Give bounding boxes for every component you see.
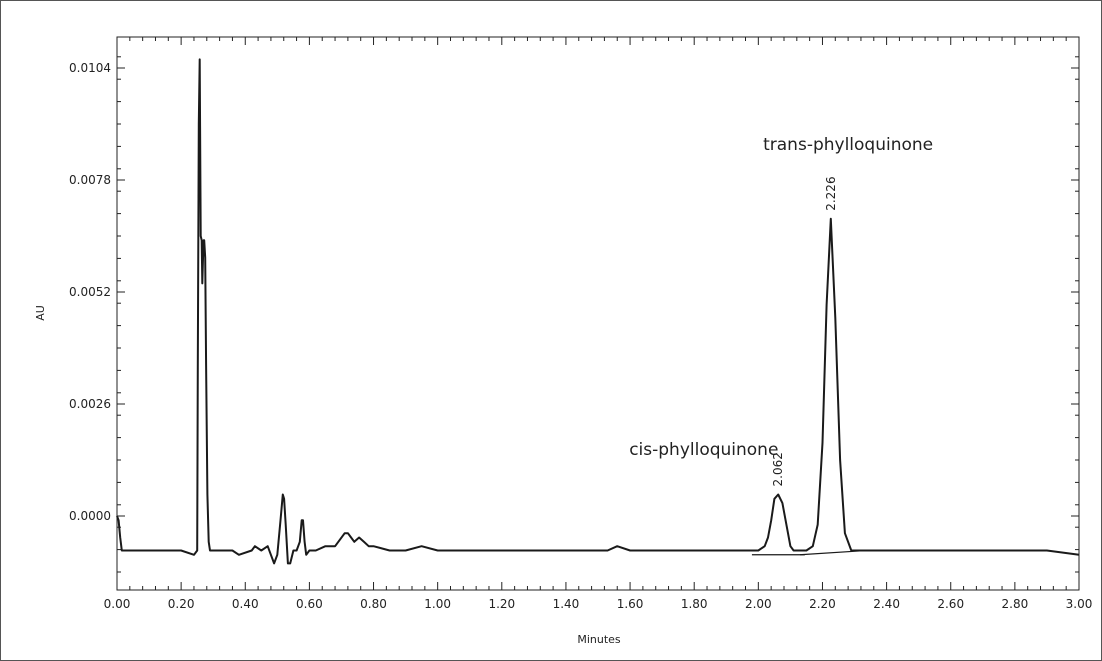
x-tick-label: 2.40	[873, 597, 900, 611]
y-tick-label: 0.0026	[69, 397, 111, 411]
peak-retention-time: 2.062	[771, 452, 785, 486]
x-tick-label: 0.80	[360, 597, 387, 611]
x-tick-label: 0.40	[232, 597, 259, 611]
x-tick-label: 0.00	[104, 597, 131, 611]
y-axis-title: AU	[34, 305, 47, 321]
y-tick-label: 0.0000	[69, 509, 111, 523]
peak-compound-label: trans-phylloquinone	[763, 135, 933, 155]
x-tick-label: 2.60	[937, 597, 964, 611]
x-tick-label: 0.20	[168, 597, 195, 611]
peak-compound-label: cis-phylloquinone	[629, 440, 778, 460]
x-tick-label: 0.60	[296, 597, 323, 611]
y-axis-ticks: 0.0000 0.0026 0.0052 0.0078 0.0104	[69, 56, 1079, 573]
x-axis-ticks: 0.00 0.20 0.40 0.60 0.80 1.00 1.20 1.40 1.60 1.80…	[104, 37, 1093, 611]
x-tick-label: 1.20	[488, 597, 515, 611]
axes	[116, 36, 1080, 591]
y-tick-label: 0.0078	[69, 173, 111, 187]
x-tick-label: 1.00	[424, 597, 451, 611]
chromatogram-trace	[116, 58, 1080, 565]
x-tick-label: 2.00	[745, 597, 772, 611]
integration-baselines	[751, 549, 868, 556]
x-tick-label: 2.80	[1002, 597, 1029, 611]
x-tick-label: 1.40	[553, 597, 580, 611]
plot-area-border	[116, 36, 1080, 591]
x-tick-label: 3.00	[1066, 597, 1093, 611]
x-axis-title: Minutes	[577, 633, 621, 646]
x-tick-label: 1.80	[681, 597, 708, 611]
peak-retention-time: 2.226	[824, 176, 838, 210]
x-tick-label: 1.60	[617, 597, 644, 611]
y-tick-label: 0.0052	[69, 285, 111, 299]
y-tick-label: 0.0104	[69, 61, 111, 75]
x-tick-label: 2.20	[809, 597, 836, 611]
